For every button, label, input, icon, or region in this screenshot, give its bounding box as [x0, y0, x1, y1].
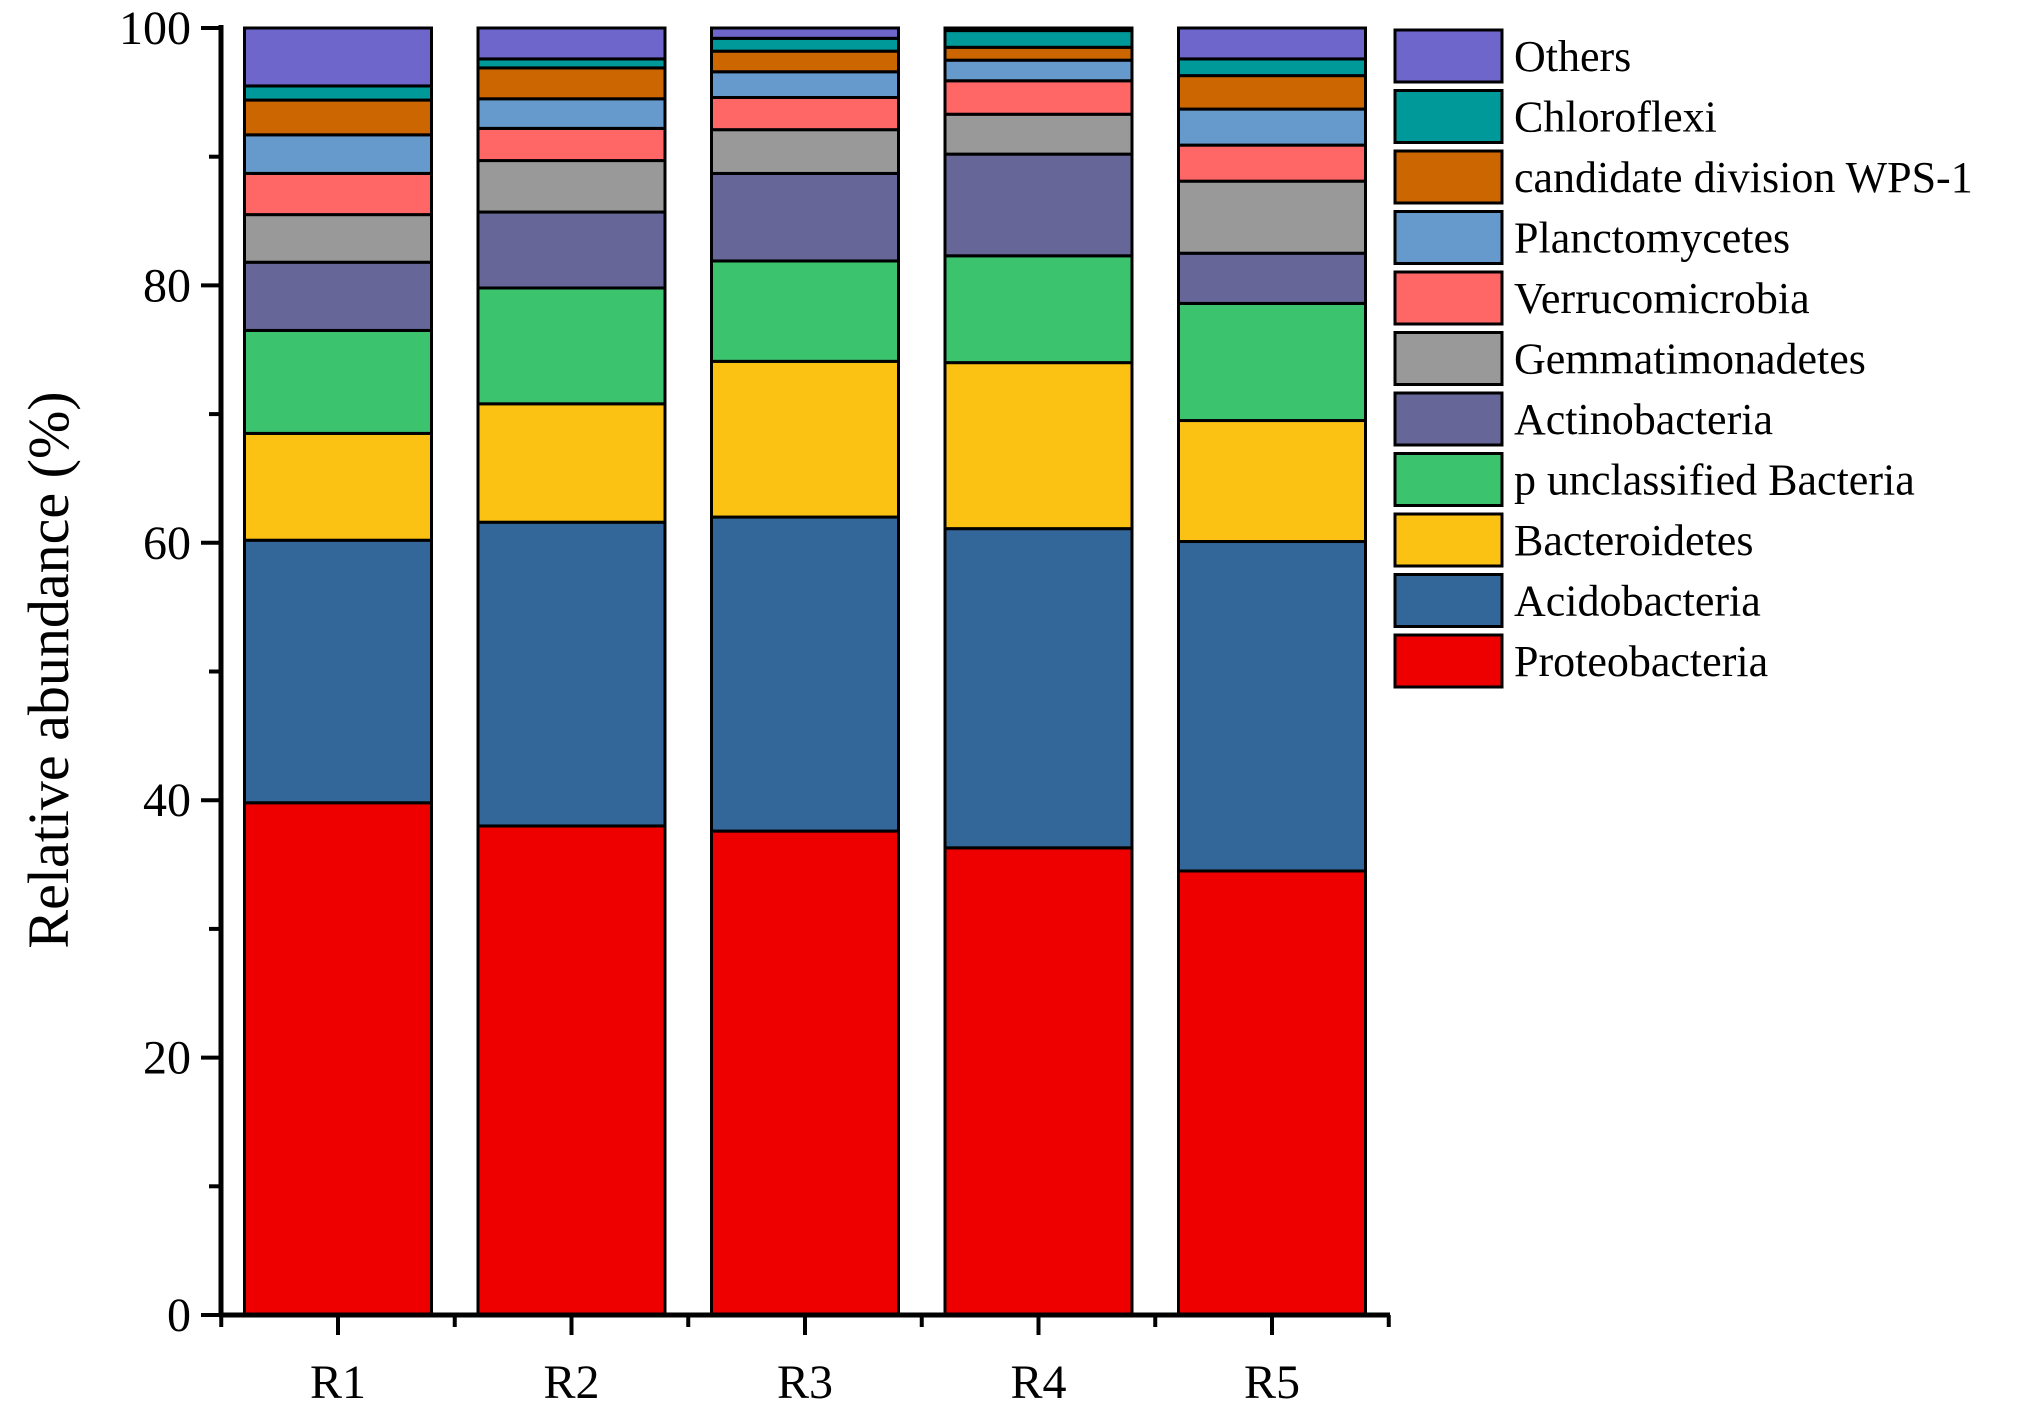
legend-label-gemmatimonadetes: Gemmatimonadetes	[1514, 335, 1866, 384]
legend-swatch-gemmatimonadetes	[1393, 331, 1504, 386]
bar-segment-r5-others	[1177, 26, 1367, 61]
legend-label-verrucomicrobia: Verrucomicrobia	[1514, 274, 1810, 323]
legend-label-others: Others	[1514, 32, 1631, 81]
bar-segment-r4-chloroflexi	[943, 29, 1134, 49]
y-tick-label-0: 0	[167, 1289, 191, 1342]
x-tick-label-r5: R5	[1244, 1356, 1300, 1409]
bar-segment-r1-planctomycetes	[243, 133, 433, 175]
y-axis-title: Relative abundance (%)	[16, 391, 81, 948]
bar-segment-r5-candidate-division-wps-1	[1177, 74, 1367, 111]
legend-swatch-actinobacteria	[1393, 391, 1504, 447]
legend-swatch-chloroflexi	[1393, 89, 1504, 144]
bar-segment-r1-actinobacteria	[243, 260, 433, 332]
bar-segment-r5-chloroflexi	[1177, 57, 1367, 78]
bar-segment-r5-proteobacteria	[1177, 869, 1367, 1317]
legend-label-p-unclassified-bacteria: p unclassified Bacteria	[1514, 456, 1915, 505]
y-tick-label-60: 60	[143, 517, 191, 570]
legend-swatch-p-unclassified-bacteria	[1393, 452, 1504, 507]
bar-segment-r4-planctomycetes	[943, 58, 1134, 83]
x-ticks-layer: R1 R2 R3 R4 R5	[219, 1315, 1391, 1409]
bar-segment-r4-others	[943, 26, 1134, 33]
bar-segment-r3-planctomycetes	[710, 70, 900, 99]
bar-segment-r4-verrucomicrobia	[943, 79, 1134, 116]
legend-swatch-candidate-division-wps-1	[1393, 149, 1504, 205]
bar-segment-r4-p-unclassified-bacteria	[943, 254, 1134, 365]
legend-swatch-bacteroidetes	[1393, 512, 1504, 568]
bar-segment-r5-actinobacteria	[1177, 251, 1367, 305]
legend-label-planctomycetes: Planctomycetes	[1514, 214, 1790, 263]
legend-swatch-others	[1393, 28, 1504, 84]
bar-segment-r4-acidobacteria	[943, 527, 1134, 850]
legend-swatch-proteobacteria	[1393, 633, 1504, 689]
bar-segment-r2-actinobacteria	[476, 210, 667, 290]
y-tick-label-20: 20	[143, 1032, 191, 1085]
legend-swatch-planctomycetes	[1393, 210, 1504, 265]
bar-segment-r1-bacteroidetes	[243, 431, 433, 542]
bar-segment-r2-verrucomicrobia	[476, 126, 667, 163]
bar-segment-r2-others	[476, 26, 667, 61]
legend: Others Chloroflexi candidate division WPS-…	[1393, 28, 1973, 689]
x-tick-label-r3: R3	[777, 1356, 833, 1409]
legend-swatch-verrucomicrobia	[1393, 270, 1504, 326]
legend-label-proteobacteria: Proteobacteria	[1514, 637, 1768, 686]
bar-segment-r4-actinobacteria	[943, 152, 1134, 258]
bar-segment-r4-proteobacteria	[943, 846, 1134, 1317]
bar-segment-r1-verrucomicrobia	[243, 171, 433, 217]
y-ticks-layer: 0 20 40 60 80 100	[119, 2, 221, 1342]
legend-label-bacteroidetes: Bacteroidetes	[1514, 516, 1753, 565]
bar-segment-r1-candidate-division-wps-1	[243, 98, 433, 137]
bar-segment-r3-candidate-division-wps-1	[710, 49, 900, 74]
bar-segment-r3-verrucomicrobia	[710, 95, 900, 132]
legend-label-actinobacteria: Actinobacteria	[1514, 395, 1773, 444]
bar-segment-r3-others	[710, 26, 900, 40]
legend-label-candidate-division-wps-1: candidate division WPS-1	[1514, 153, 1973, 202]
bar-segment-r5-gemmatimonadetes	[1177, 179, 1367, 255]
x-tick-label-r1: R1	[310, 1356, 366, 1409]
bar-segment-r2-p-unclassified-bacteria	[476, 286, 667, 406]
bar-segment-r3-p-unclassified-bacteria	[710, 259, 900, 363]
y-tick-label-80: 80	[143, 259, 191, 312]
x-tick-label-r4: R4	[1010, 1356, 1066, 1409]
bar-segment-r5-verrucomicrobia	[1177, 143, 1367, 183]
bar-segment-r1-proteobacteria	[243, 801, 433, 1317]
bar-segment-r1-acidobacteria	[243, 538, 433, 805]
bar-segment-r2-acidobacteria	[476, 520, 667, 828]
bar-segment-r3-bacteroidetes	[710, 359, 900, 519]
legend-label-acidobacteria: Acidobacteria	[1514, 577, 1761, 626]
legend-label-chloroflexi: Chloroflexi	[1514, 93, 1717, 142]
bar-segment-r2-planctomycetes	[476, 97, 667, 130]
bar-segment-r5-bacteroidetes	[1177, 419, 1367, 544]
bar-segment-r1-chloroflexi	[243, 84, 433, 102]
bar-segment-r5-acidobacteria	[1177, 540, 1367, 873]
bars-layer	[243, 26, 1367, 1317]
bar-segment-r3-actinobacteria	[710, 171, 900, 263]
bar-segment-r3-acidobacteria	[710, 515, 900, 833]
y-tick-label-40: 40	[143, 774, 191, 827]
bar-segment-r3-gemmatimonadetes	[710, 128, 900, 175]
bar-segment-r5-planctomycetes	[1177, 107, 1367, 147]
bar-segment-r2-bacteroidetes	[476, 402, 667, 524]
bar-segment-r1-gemmatimonadetes	[243, 213, 433, 264]
bar-segment-r5-p-unclassified-bacteria	[1177, 301, 1367, 423]
bar-segment-r2-candidate-division-wps-1	[476, 66, 667, 101]
x-tick-label-r2: R2	[543, 1356, 599, 1409]
legend-swatch-acidobacteria	[1393, 573, 1504, 628]
bar-segment-r2-gemmatimonadetes	[476, 159, 667, 214]
bar-segment-r3-chloroflexi	[710, 36, 900, 53]
bar-segment-r4-candidate-division-wps-1	[943, 45, 1134, 62]
bar-segment-r1-p-unclassified-bacteria	[243, 328, 433, 435]
bar-segment-r2-proteobacteria	[476, 824, 667, 1317]
bar-segment-r4-bacteroidetes	[943, 361, 1134, 531]
bar-segment-r3-proteobacteria	[710, 829, 900, 1317]
bar-segment-r1-others	[243, 26, 433, 88]
bar-segment-r4-gemmatimonadetes	[943, 112, 1134, 156]
y-tick-label-100: 100	[119, 2, 191, 55]
